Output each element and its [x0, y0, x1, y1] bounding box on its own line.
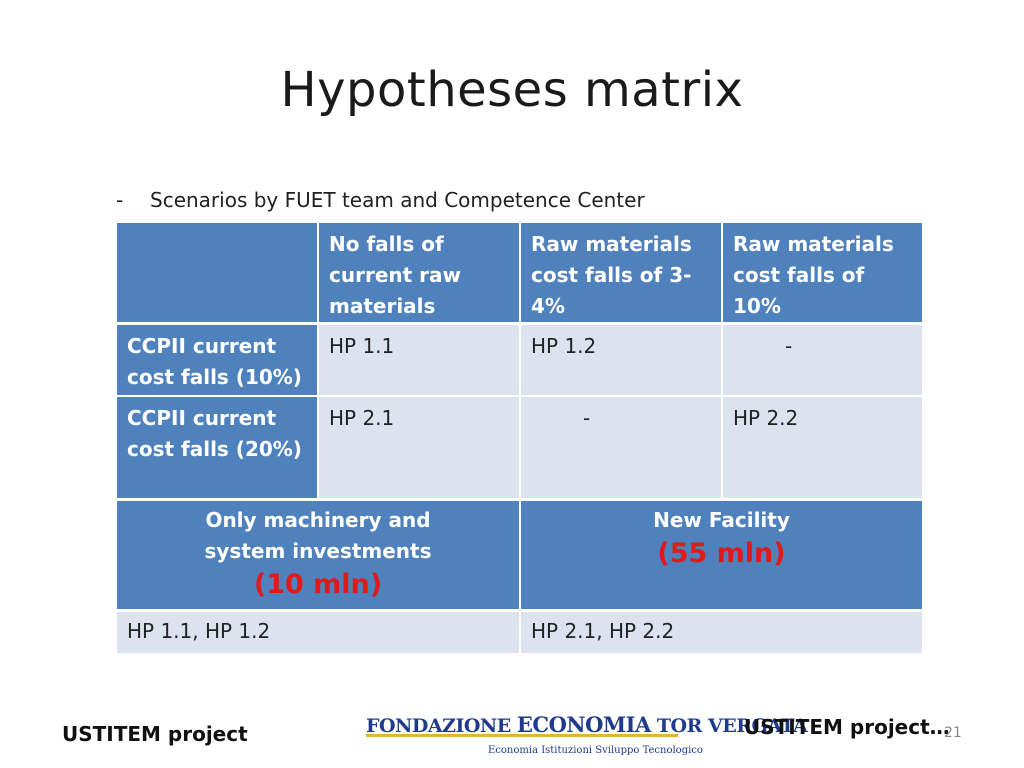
row-header-20: CCPII current cost falls (20%): [117, 397, 317, 498]
bullet-item: - Scenarios by FUET team and Competence C…: [116, 188, 645, 212]
slide-title: Hypotheses matrix: [280, 62, 744, 118]
table-cell: -: [723, 325, 922, 395]
footer-project-label-right: USTITEM project…: [744, 715, 950, 739]
row-header-10: CCPII current cost falls (10%): [117, 325, 317, 395]
investment-machinery-hps: HP 1.1, HP 1.2: [117, 612, 519, 653]
table-cell: HP 2.1: [319, 397, 519, 498]
investment-machinery-label: Only machinery and system investments: [204, 508, 432, 563]
col-header-3-4: Raw materials cost falls of 3-4%: [521, 223, 721, 322]
investment-machinery-cell: Only machinery and system investments (1…: [117, 501, 519, 609]
investment-new-facility-amount: (55 mln): [657, 538, 786, 569]
logo-stripe: [366, 734, 678, 737]
bullet-text: Scenarios by FUET team and Competence Ce…: [150, 188, 645, 212]
col-header-no-falls: No falls of current raw materials: [319, 223, 519, 322]
investment-new-facility-hps: HP 2.1, HP 2.2: [521, 612, 922, 653]
logo-subtitle: Economia Istituzioni Sviluppo Tecnologic…: [488, 745, 703, 756]
table-cell: -: [521, 397, 721, 498]
logo-title: FONDAZIONE ECONOMIA TOR VERGATA: [366, 712, 808, 737]
footer-project-label: USTITEM project: [62, 722, 248, 746]
table-cell: HP 1.2: [521, 325, 721, 395]
investment-new-facility-cell: New Facility (55 mln): [521, 501, 922, 609]
fondazione-logo: FONDAZIONE ECONOMIA TOR VERGATA Economia…: [366, 712, 808, 758]
bullet-dash: -: [116, 188, 124, 212]
table-cell: HP 2.2: [723, 397, 922, 498]
investment-machinery-amount: (10 mln): [253, 569, 383, 600]
col-header-10: Raw materials cost falls of 10%: [723, 223, 922, 322]
page-number: 21: [944, 725, 962, 741]
investment-new-facility-label: New Facility: [653, 508, 790, 532]
table-cell: HP 1.1: [319, 325, 519, 395]
table-corner-cell: [117, 223, 317, 322]
